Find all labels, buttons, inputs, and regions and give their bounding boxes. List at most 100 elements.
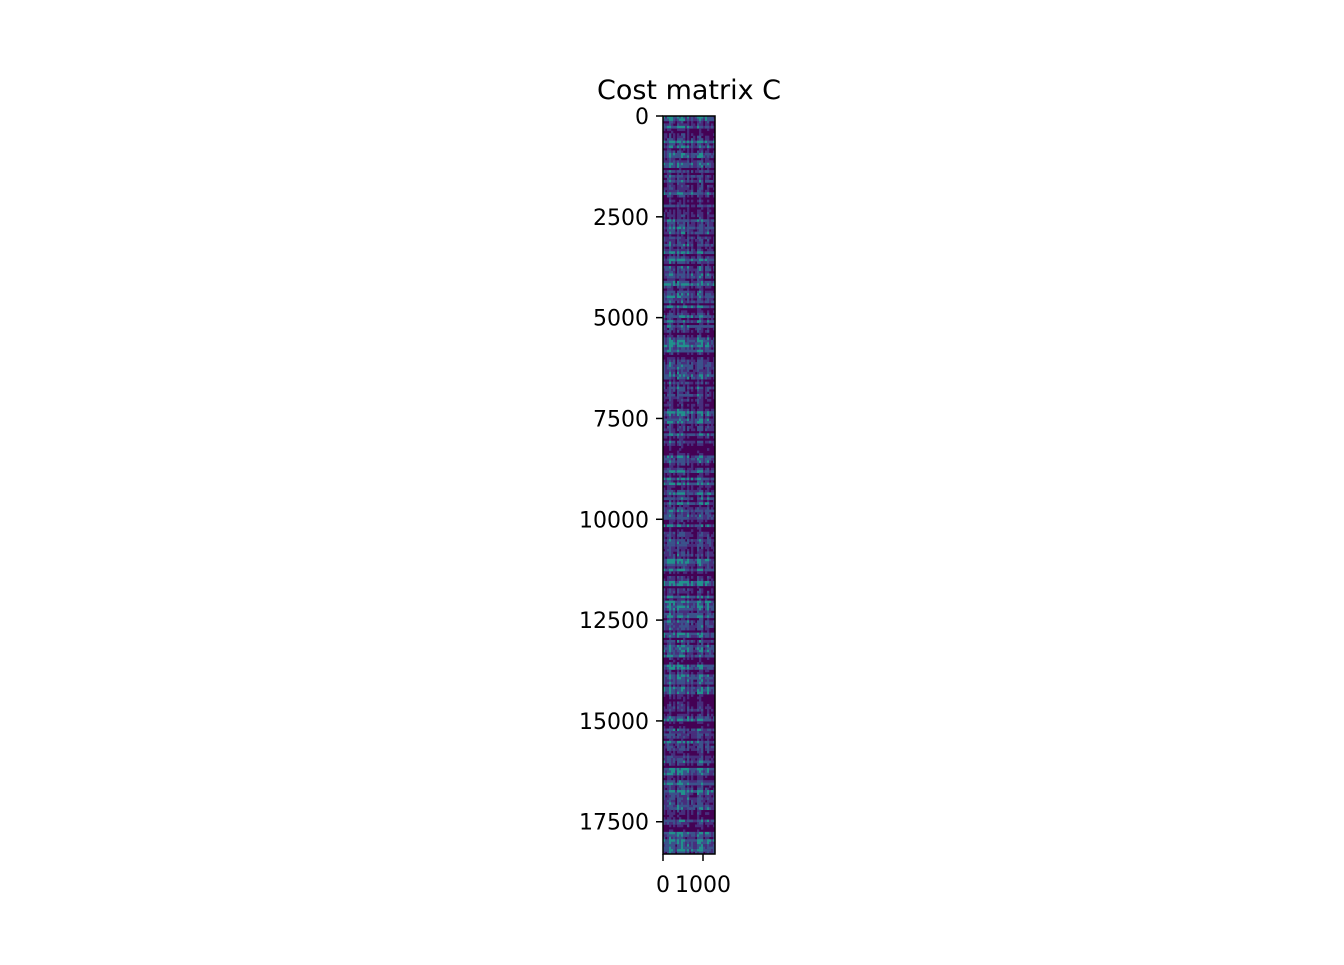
heatmap-cell [687,293,690,296]
heatmap-cell [667,182,670,186]
heatmap-cell [667,748,670,751]
heatmap-cell [709,745,712,749]
heatmap-cell [709,760,712,764]
heatmap-cell [703,460,706,464]
heatmap-cell [677,435,680,439]
heatmap-cell [705,391,708,395]
heatmap-cell [683,374,686,378]
heatmap-cell [693,708,696,712]
heatmap-cell [669,278,672,282]
heatmap-cell [665,649,668,653]
heatmap-cell [705,740,708,744]
heatmap-cell [707,556,710,560]
heatmap-cell [677,529,680,533]
heatmap-cell [669,787,672,791]
heatmap-cell [689,558,692,562]
heatmap-cell [713,580,715,584]
heatmap-cell [689,347,692,350]
heatmap-cell [671,374,674,378]
heatmap-cell [699,145,702,149]
heatmap-cell [685,118,688,122]
heatmap-cell [699,256,702,259]
heatmap-cell [697,792,700,796]
heatmap-cell [691,241,694,245]
heatmap-cell [691,423,694,427]
heatmap-cell [699,266,702,269]
heatmap-cell [669,504,672,508]
heatmap-cell [687,716,690,719]
heatmap-cell [675,740,678,744]
heatmap-cell [703,411,706,414]
heatmap-cell [675,580,678,584]
heatmap-cell [701,258,704,262]
heatmap-cell [667,551,670,555]
heatmap-cell [701,590,704,594]
heatmap-cell [713,280,715,284]
heatmap-cell [669,625,672,628]
heatmap-cell [673,785,676,788]
heatmap-cell [669,416,672,419]
heatmap-cell [667,487,670,491]
heatmap-cell [677,396,680,400]
heatmap-cell [683,236,686,240]
heatmap-cell [665,770,668,774]
heatmap-cell [693,428,696,432]
heatmap-cell [697,366,700,370]
heatmap-cell [695,305,698,309]
heatmap-cell [713,649,715,653]
heatmap-cell [685,558,688,562]
heatmap-cell [687,576,690,579]
heatmap-cell [699,526,702,530]
heatmap-cell [699,226,702,230]
heatmap-cell [663,347,666,350]
heatmap-cell [671,534,674,537]
heatmap-cell [677,189,680,193]
heatmap-cell [709,140,712,144]
heatmap-cell [697,379,700,382]
heatmap-cell [697,782,700,786]
heatmap-cell [677,285,680,289]
heatmap-cell [705,125,708,129]
heatmap-cell [683,782,686,786]
heatmap-cell [679,211,682,215]
heatmap-cell [673,268,676,272]
heatmap-cell [681,740,684,744]
heatmap-cell [673,745,676,749]
heatmap-cell [685,635,688,638]
heatmap-cell [701,177,704,181]
heatmap-cell [693,460,696,464]
heatmap-cell [701,480,704,483]
heatmap-cell [685,398,688,402]
heatmap-cell [677,283,680,287]
heatmap-cell [679,755,682,759]
heatmap-cell [685,369,688,373]
heatmap-cell [703,231,706,235]
heatmap-cell [681,758,684,761]
heatmap-cell [679,718,682,722]
heatmap-cell [699,391,702,395]
heatmap-cell [699,270,702,274]
heatmap-cell [683,797,686,801]
heatmap-cell [693,325,696,328]
heatmap-cell [679,740,682,744]
heatmap-cell [677,160,680,164]
heatmap-cell [691,386,694,390]
heatmap-cell [677,499,680,503]
heatmap-cell [697,396,700,400]
heatmap-cell [667,285,670,289]
heatmap-cell [693,152,696,156]
heatmap-cell [671,642,674,646]
heatmap-cell [709,344,712,348]
heatmap-cell [691,775,694,779]
heatmap-cell [663,268,666,272]
heatmap-cell [711,713,714,717]
heatmap-cell [689,561,692,565]
heatmap-cell [675,189,678,193]
heatmap-cell [683,219,686,223]
heatmap-cell [673,145,676,149]
heatmap-cell [713,396,715,400]
heatmap-cell [705,369,708,373]
heatmap-cell [671,578,674,582]
heatmap-cell [695,612,698,616]
heatmap-cell [701,396,704,400]
